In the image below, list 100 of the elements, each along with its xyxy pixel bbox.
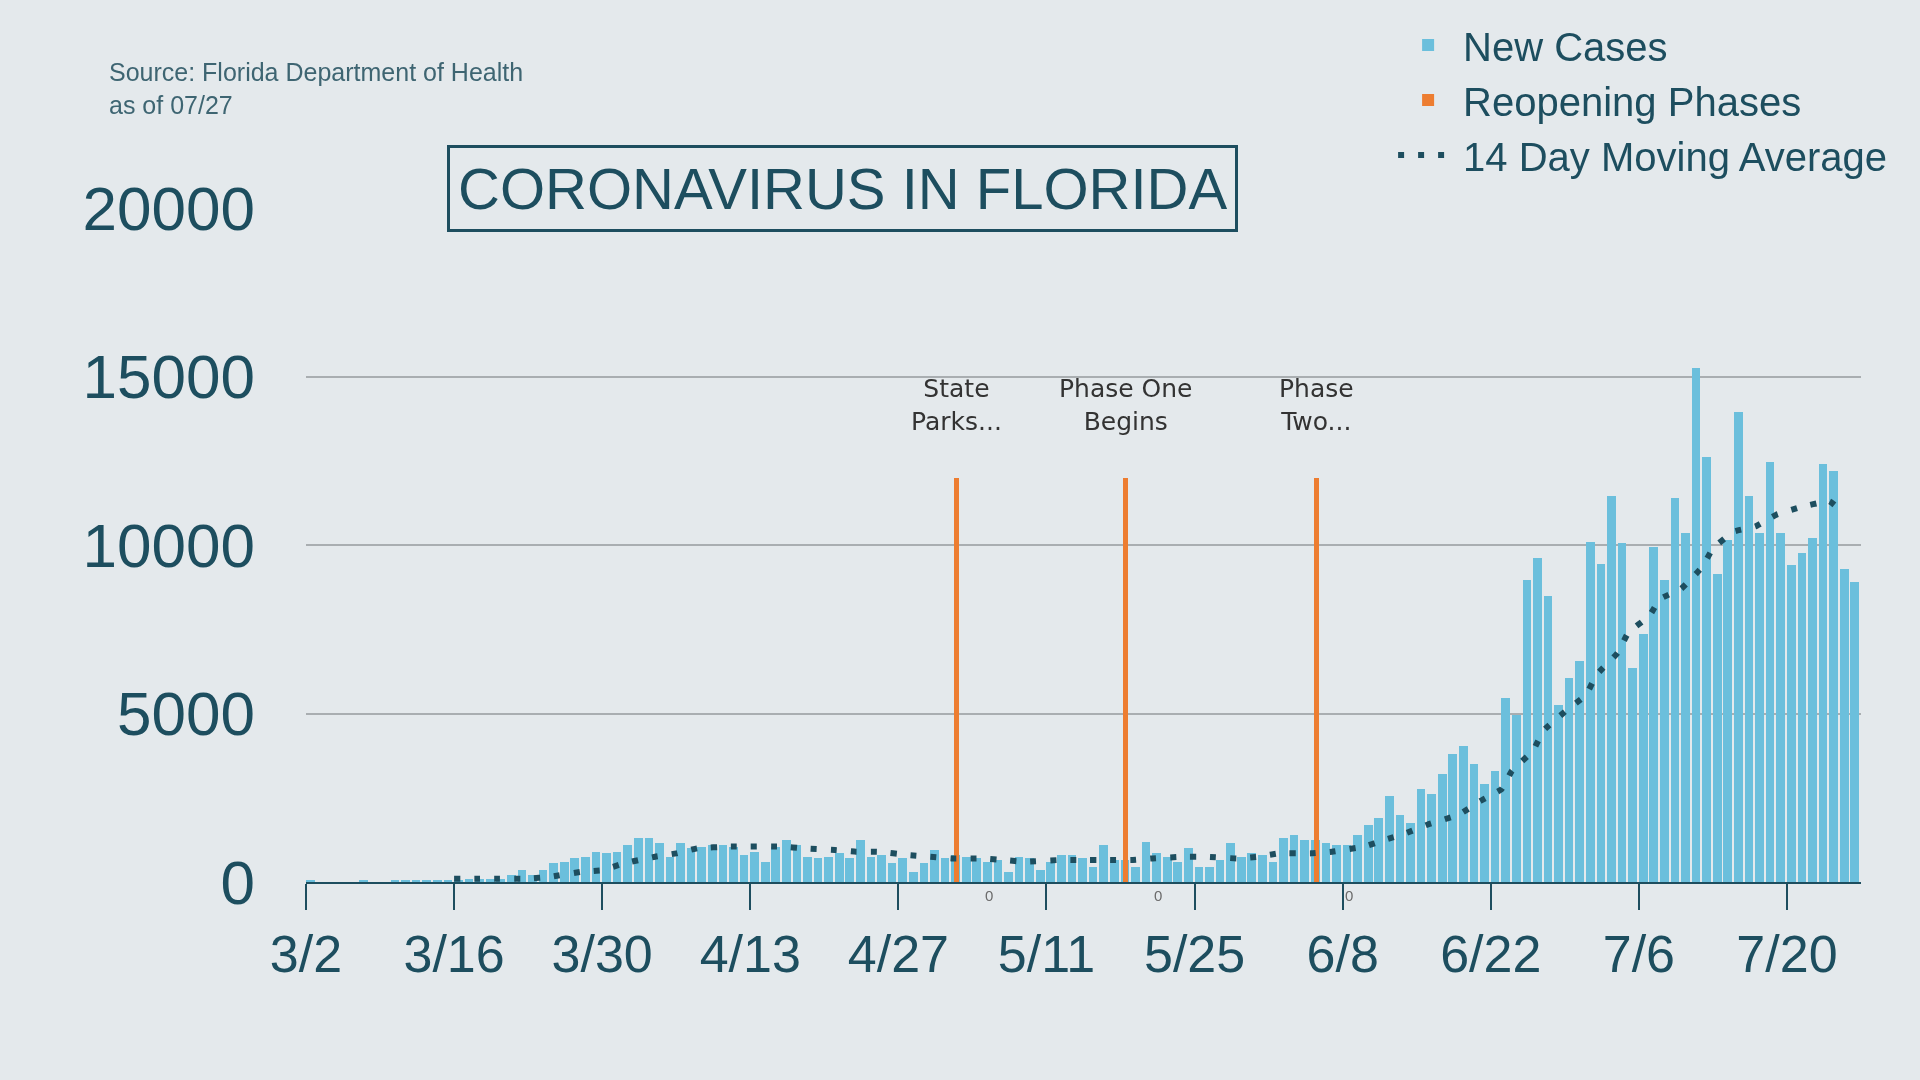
- bar: [954, 478, 959, 882]
- bar: [1123, 478, 1128, 882]
- bar: [1755, 533, 1764, 882]
- bar: [1417, 789, 1425, 882]
- bar: [645, 838, 653, 882]
- bar: [729, 847, 738, 882]
- bar: [856, 840, 865, 882]
- bar: [1702, 457, 1711, 882]
- bar: [1575, 661, 1584, 882]
- bar: [1290, 835, 1298, 882]
- bar: [1343, 845, 1351, 882]
- y-tick-label: 0: [220, 847, 255, 917]
- bar: [782, 840, 791, 882]
- bar: [1787, 565, 1796, 882]
- y-tick-label: 5000: [117, 679, 255, 749]
- bar: [602, 853, 611, 882]
- bar: [1184, 848, 1193, 882]
- bar: [719, 845, 727, 882]
- bar: [1226, 843, 1235, 882]
- bar: [1099, 845, 1108, 882]
- bar: [1216, 860, 1224, 882]
- bar: [750, 852, 759, 882]
- bar: [1776, 533, 1785, 882]
- x-tick-label: 7/6: [1602, 925, 1676, 984]
- bar: [824, 857, 833, 882]
- bar: [1057, 855, 1066, 882]
- bar: [1195, 867, 1203, 882]
- bar: [1766, 462, 1774, 882]
- annotation: Phase One Begins: [1059, 374, 1193, 436]
- bar: [803, 857, 812, 882]
- annotation: State Parks...: [911, 374, 1002, 436]
- bar: [1734, 412, 1743, 882]
- bar: [1089, 867, 1097, 882]
- bar: [1406, 823, 1415, 882]
- bar: [539, 870, 547, 882]
- bar: [1533, 558, 1542, 882]
- bar: [1607, 496, 1616, 882]
- bar: [1427, 794, 1436, 882]
- bar: [1597, 564, 1605, 882]
- bar: [920, 863, 928, 882]
- bar: [1300, 840, 1309, 882]
- bar: [740, 855, 748, 882]
- bar: [1269, 862, 1277, 882]
- bar: [1692, 368, 1700, 882]
- bar: [708, 845, 717, 882]
- x-tick-label: 4/13: [699, 925, 801, 984]
- bar: [1586, 542, 1595, 882]
- bar: [1523, 580, 1531, 882]
- bar: [1385, 796, 1394, 882]
- bar: [1671, 498, 1679, 882]
- bar: [687, 848, 695, 882]
- bar: [1681, 533, 1690, 882]
- bar: [814, 858, 822, 882]
- bar: [888, 863, 896, 882]
- x-tick-label: 3/30: [551, 925, 653, 984]
- bar: [1544, 596, 1552, 882]
- annotation: 0: [1345, 887, 1354, 904]
- bar: [1491, 771, 1499, 882]
- bar: [1142, 842, 1150, 882]
- bar: [655, 843, 664, 882]
- bar: [1004, 872, 1013, 882]
- bar: [1660, 580, 1669, 882]
- bar: [867, 857, 875, 882]
- bar: [581, 857, 590, 882]
- bar: [1353, 835, 1362, 882]
- bar: [877, 855, 886, 882]
- x-tick-label: 5/25: [1143, 925, 1246, 984]
- bar: [1554, 705, 1563, 882]
- bar: [983, 862, 992, 882]
- bar: [1618, 543, 1626, 882]
- legend-label: Reopening Phases: [1463, 79, 1802, 124]
- x-tick-label: 6/22: [1440, 925, 1542, 984]
- annotation: 0: [1154, 887, 1163, 904]
- bar: [1332, 845, 1341, 882]
- bar: [1131, 867, 1140, 882]
- bar: [1258, 855, 1267, 882]
- bar: [1628, 668, 1637, 882]
- annotation: Phase Two...: [1279, 374, 1354, 436]
- bar: [1396, 815, 1404, 882]
- y-tick-label: 20000: [82, 173, 255, 243]
- x-tick-label: 3/2: [269, 925, 343, 984]
- bar: [1808, 538, 1817, 882]
- bar: [1470, 764, 1478, 882]
- x-tick-label: 4/27: [847, 925, 949, 984]
- bar: [898, 858, 907, 882]
- bar: [1078, 858, 1087, 882]
- bar: [623, 845, 632, 882]
- y-tick-label: 10000: [82, 510, 255, 580]
- bar: [941, 858, 949, 882]
- x-tick-label: 5/11: [997, 925, 1096, 984]
- bar: [634, 838, 643, 882]
- bar: [1015, 857, 1023, 882]
- bar: [909, 872, 918, 882]
- bar: [1798, 553, 1806, 882]
- bar: [1205, 867, 1214, 882]
- bar: [1314, 478, 1319, 882]
- chart-title: CORONAVIRUS IN FLORIDA: [458, 156, 1228, 221]
- bar: [676, 843, 685, 882]
- bar: [1745, 496, 1753, 882]
- annotation: 0: [985, 887, 994, 904]
